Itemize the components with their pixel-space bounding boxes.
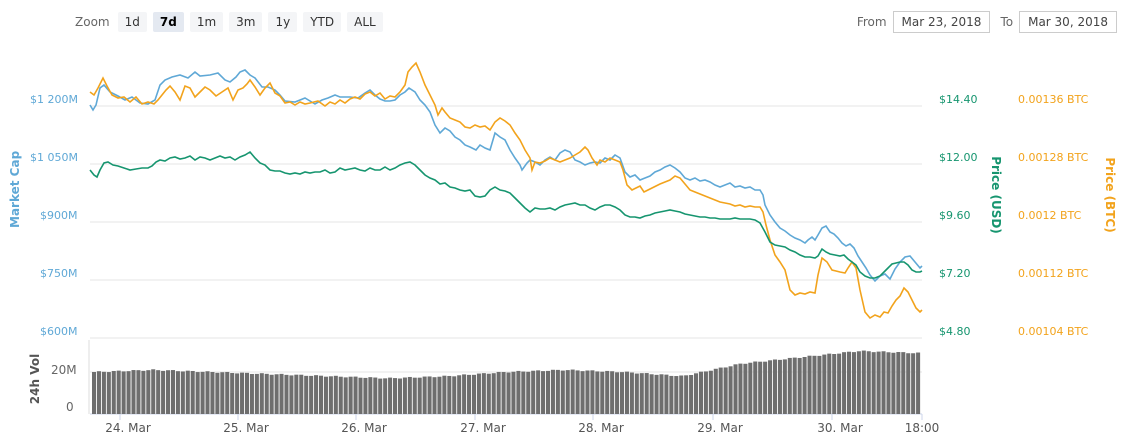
y-tick-btc-4: 0.00104 BTC — [1018, 325, 1089, 338]
y-tick-btc-3: 0.00112 BTC — [1018, 267, 1089, 280]
zoom-all-button[interactable]: ALL — [347, 12, 383, 32]
x-tick-3: 27. Mar — [460, 421, 506, 435]
y-tick-usd-0: $14.40 — [939, 93, 978, 106]
y-tick-btc-2: 0.0012 BTC — [1018, 209, 1082, 222]
y-tick-left-3: $750M — [40, 267, 78, 280]
y-tick-usd-2: $9.60 — [939, 209, 971, 222]
zoom-1d-button[interactable]: 1d — [117, 12, 147, 32]
zoom-7d-button[interactable]: 7d — [152, 12, 184, 32]
y-tick-vol-1: 0 — [66, 400, 74, 414]
grid-lines — [90, 105, 922, 373]
date-range: From Mar 23, 2018 To Mar 30, 2018 — [847, 11, 1117, 33]
zoom-3m-button[interactable]: 3m — [229, 12, 263, 32]
x-tick-1: 25. Mar — [223, 421, 269, 435]
zoom-toolbar: Zoom 1d 7d 1m 3m 1y YTD ALL — [75, 11, 389, 33]
price-btc-line[interactable] — [89, 61, 923, 320]
x-tick-5: 29. Mar — [697, 421, 743, 435]
y-tick-left-1: $1 050M — [30, 151, 78, 164]
x-tick-0: 24. Mar — [105, 421, 151, 435]
y-tick-usd-1: $12.00 — [939, 151, 978, 164]
y-tick-usd-4: $4.80 — [939, 325, 971, 338]
market-cap-line[interactable] — [89, 69, 923, 283]
x-tick-7: 18:00 — [904, 421, 940, 435]
y-tick-left-0: $1 200M — [30, 93, 78, 106]
y-tick-left-2: $900M — [40, 209, 78, 222]
zoom-ytd-button[interactable]: YTD — [303, 12, 342, 32]
zoom-1m-button[interactable]: 1m — [189, 12, 224, 32]
y-tick-btc-0: 0.00136 BTC — [1018, 93, 1089, 106]
price-usd-line[interactable] — [89, 150, 923, 279]
y-tick-btc-1: 0.00128 BTC — [1018, 151, 1089, 164]
x-tick-4: 28. Mar — [578, 421, 624, 435]
y-tick-usd-3: $7.20 — [939, 267, 971, 280]
x-tick-6: 30. Mar — [817, 421, 863, 435]
x-tick-2: 26. Mar — [341, 421, 387, 435]
to-label: To — [1000, 15, 1014, 29]
x-ticks — [119, 414, 923, 420]
volume-bars — [92, 350, 921, 414]
to-date-input[interactable]: Mar 30, 2018 — [1019, 11, 1117, 33]
from-date-input[interactable]: Mar 23, 2018 — [892, 11, 991, 33]
zoom-1y-button[interactable]: 1y — [268, 12, 298, 32]
y-tick-vol-0: 20M — [51, 363, 77, 377]
zoom-label: Zoom — [75, 15, 110, 29]
from-label: From — [856, 15, 887, 29]
y-tick-left-4: $600M — [40, 325, 78, 338]
